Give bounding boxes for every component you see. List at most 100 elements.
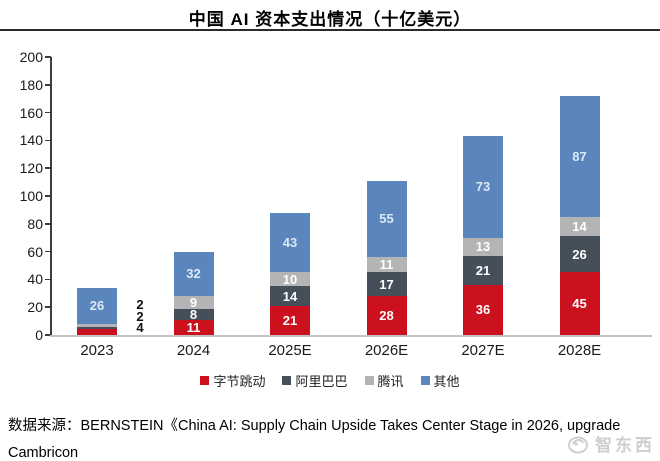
bar-segment: 55: [366, 180, 407, 258]
bar-segment: 10: [270, 271, 310, 287]
legend-label: 其他: [433, 374, 460, 389]
bar-segment: 87: [559, 95, 600, 217]
y-tick-label: 200: [19, 49, 43, 65]
segment-value-label: 26: [89, 298, 105, 314]
y-tick-mark: [45, 250, 51, 253]
y-tick-label: 0: [35, 327, 43, 343]
y-tick-mark: [45, 334, 51, 336]
legend-label: 阿里巴巴: [295, 374, 348, 389]
segment-value-label: 14: [282, 288, 298, 304]
bar-segment: 8: [173, 306, 214, 322]
segment-value-label: 8: [189, 306, 198, 322]
legend-label: 字节跳动: [213, 374, 266, 389]
bar-segment: 14: [559, 216, 600, 237]
bar-segment: 14: [270, 286, 310, 306]
x-tick-label: 2023: [80, 342, 114, 359]
segment-value-label: 14: [572, 219, 587, 235]
segment-value-label: 43: [282, 235, 298, 251]
source-note: 数据来源：BERNSTEIN《China AI: Supply Chain Up…: [8, 413, 660, 461]
y-tick-label: 120: [19, 160, 43, 177]
zhidongxi-watermark: 智东西: [567, 431, 655, 456]
y-tick-mark: [45, 167, 51, 169]
segment-value-label: 13: [475, 239, 491, 255]
bar-segment: [77, 326, 117, 330]
bar-segment: 26: [77, 287, 117, 324]
bar-segment: 17: [366, 272, 407, 297]
segment-value-label-outside: 4: [136, 320, 144, 335]
y-tick-mark: [45, 278, 51, 281]
y-tick-mark: [45, 84, 51, 86]
segment-value-label: 45: [572, 296, 587, 312]
y-tick-mark: [45, 223, 51, 225]
bar-segment: 11: [366, 257, 407, 273]
legend-swatch: [200, 376, 210, 385]
y-tick-label: 140: [19, 132, 43, 149]
bar-segment: [77, 323, 117, 327]
title-divider: [0, 29, 660, 31]
source-line-1: 数据来源：BERNSTEIN《China AI: Supply Chain Up…: [8, 418, 621, 461]
x-tick-label: 2028E: [557, 342, 602, 359]
y-tick-label: 160: [19, 104, 43, 121]
legend-swatch: [420, 376, 430, 385]
y-tick-mark: [45, 139, 51, 142]
bar-segment: 45: [559, 272, 600, 335]
segment-value-label-outside: 2: [136, 308, 144, 324]
zhidongxi-logo-icon: [568, 436, 588, 453]
bar-segment: 43: [270, 212, 310, 273]
x-tick-label: 2027E: [461, 342, 505, 359]
segment-value-label: 21: [282, 312, 298, 328]
y-tick-label: 60: [27, 243, 43, 260]
segment-value-label: 26: [572, 246, 587, 262]
chart-title: 中国 AI 资本支出情况（十亿美元）: [188, 10, 472, 29]
bar-segment: 32: [173, 251, 214, 297]
y-tick-mark: [45, 195, 51, 197]
bar-segment: 28: [366, 296, 407, 335]
legend-swatch: [282, 376, 292, 385]
segment-value-label: 36: [475, 302, 491, 318]
bar-segment: 36: [463, 284, 503, 335]
bar-segment: [77, 329, 117, 335]
segment-value-label: 10: [282, 271, 298, 287]
legend-swatch: [364, 376, 374, 385]
legend-item: 字节跳动: [200, 371, 265, 390]
y-tick-label: 80: [27, 215, 43, 232]
y-tick-mark: [45, 306, 51, 308]
bar-segment: 73: [463, 136, 503, 238]
y-tick-mark: [45, 56, 51, 58]
x-tick-label: 2026E: [364, 342, 409, 359]
bar-segment: 13: [463, 237, 503, 256]
segment-value-label: 11: [186, 319, 201, 335]
bar-segment: 9: [173, 294, 214, 310]
legend: 字节跳动 阿里巴巴 腾讯 其他: [0, 371, 660, 390]
x-tick-label: 2024: [176, 342, 211, 359]
x-axis-line: [50, 335, 652, 337]
segment-value-label: 55: [379, 211, 394, 227]
y-tick-mark: [45, 111, 51, 114]
legend-label: 腾讯: [377, 374, 404, 389]
x-tick-label: 2025E: [268, 342, 312, 359]
bar-segment: 21: [270, 305, 310, 335]
legend-item: 阿里巴巴: [282, 371, 348, 390]
y-tick-label: 180: [19, 76, 43, 93]
y-axis-line: [50, 57, 52, 335]
segment-value-label: 32: [186, 266, 201, 282]
bar-segment: 11: [173, 319, 214, 335]
segment-value-label: 21: [475, 262, 491, 278]
segment-value-label: 11: [379, 257, 394, 273]
segment-value-label: 73: [475, 179, 491, 195]
watermark-text: 智东西: [595, 436, 655, 455]
legend-item: 腾讯: [364, 371, 404, 390]
segment-value-label-outside: 2: [136, 297, 144, 312]
y-tick-label: 40: [27, 271, 43, 288]
segment-value-label: 87: [572, 148, 587, 164]
bar-segment: 26: [559, 236, 600, 273]
legend-item: 其他: [420, 371, 460, 390]
bar-segment: 21: [463, 255, 503, 285]
y-tick-label: 20: [27, 299, 43, 316]
segment-value-label: 28: [379, 308, 394, 324]
y-tick-label: 100: [19, 188, 43, 204]
segment-value-label: 17: [379, 276, 394, 292]
segment-value-label: 9: [189, 294, 198, 310]
